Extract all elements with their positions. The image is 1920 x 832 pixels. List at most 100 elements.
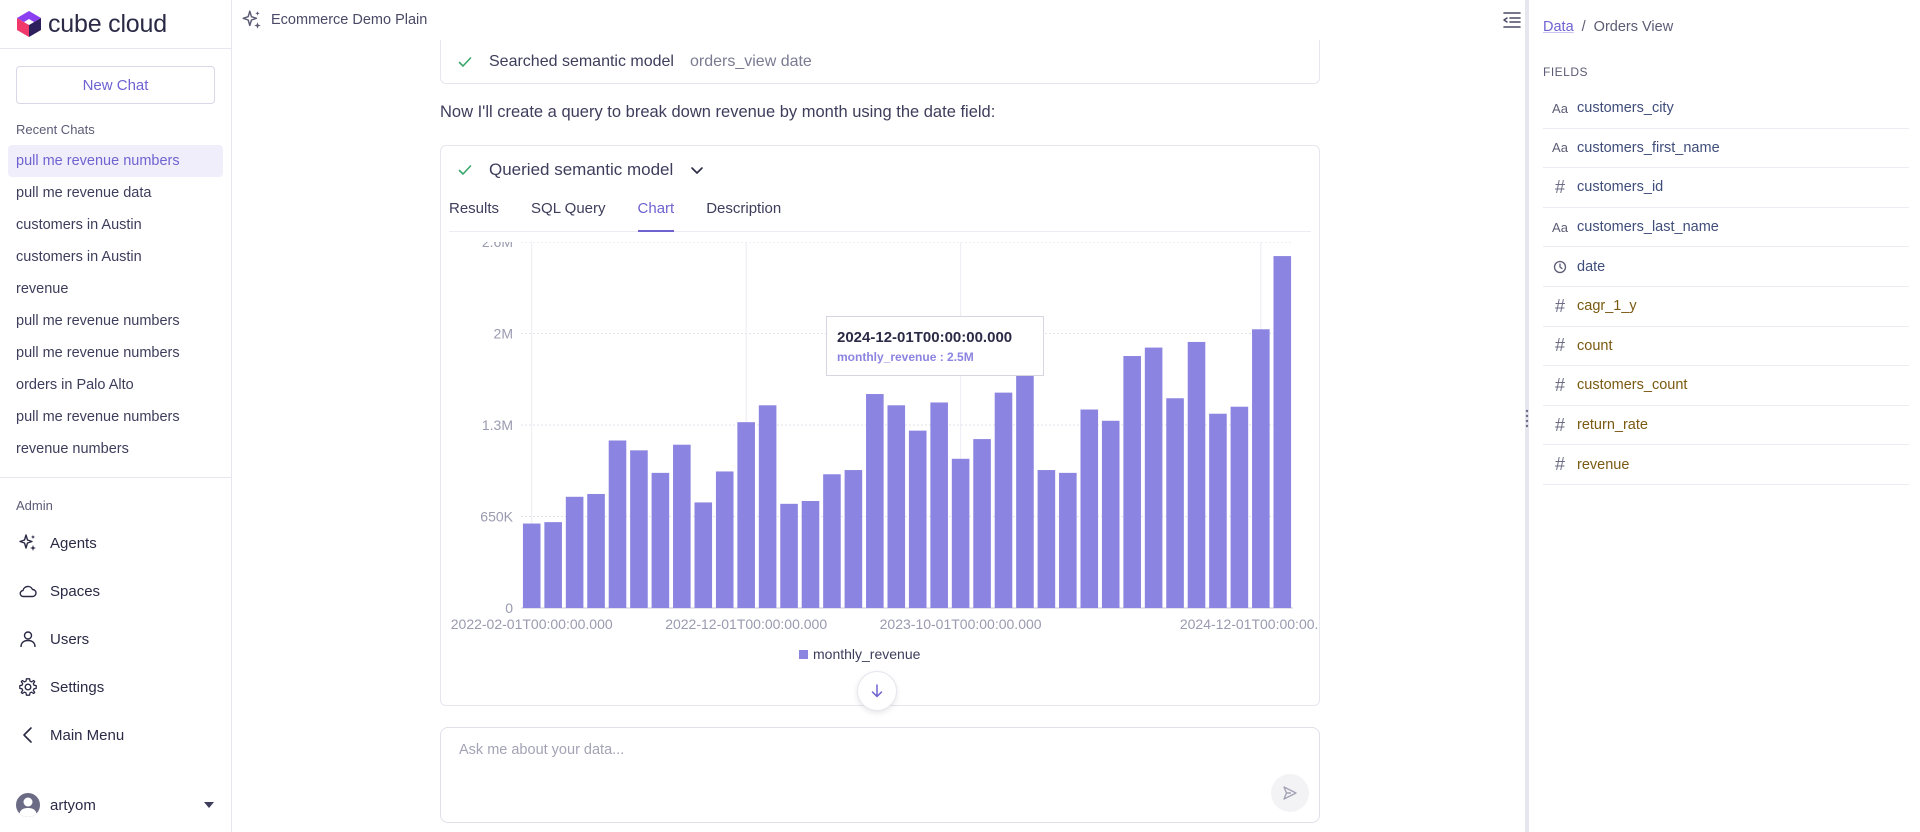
nav-spaces[interactable]: Spaces: [0, 567, 231, 615]
bar-month-26[interactable]: [1059, 472, 1077, 608]
bar-month-32[interactable]: [1187, 341, 1206, 608]
bar-month-22[interactable]: [973, 439, 991, 608]
bar-month-29[interactable]: [1123, 356, 1141, 608]
chevron-down-icon[interactable]: [689, 162, 705, 178]
bar-month-27[interactable]: [1080, 409, 1099, 608]
bar-month-25[interactable]: [1037, 470, 1056, 608]
bar-month-18[interactable]: [887, 405, 906, 608]
recent-chat-item[interactable]: customers in Austin: [16, 217, 142, 233]
recent-chat-item[interactable]: pull me revenue numbers: [16, 345, 180, 361]
breadcrumb-data-link[interactable]: Data: [1543, 19, 1574, 35]
sidebar: cube cloud New Chat Recent Chats pull me…: [0, 0, 232, 832]
bar-month-34[interactable]: [1230, 406, 1249, 608]
bar-month-19[interactable]: [908, 430, 927, 608]
cloud-icon: [19, 585, 37, 598]
bar-month-1[interactable]: [522, 523, 541, 608]
bar-month-17[interactable]: [866, 394, 884, 608]
data-panel: Data / Orders View FIELDS Aa customers_ci…: [1529, 0, 1920, 832]
bar-month-30[interactable]: [1144, 347, 1163, 608]
scroll-down-button[interactable]: [857, 671, 897, 711]
bar-month-21[interactable]: [951, 458, 970, 608]
chat-input-box: [440, 727, 1320, 823]
bar-month-20[interactable]: [930, 402, 948, 608]
field-item-customers-count[interactable]: # customers_count: [1543, 366, 1909, 406]
nav-settings[interactable]: Settings: [0, 663, 231, 711]
collapse-panel-icon[interactable]: [1501, 10, 1523, 30]
tab-sql-query[interactable]: SQL Query: [531, 200, 606, 217]
field-item-customers-city[interactable]: Aa customers_city: [1543, 89, 1909, 129]
bar-month-35[interactable]: [1252, 329, 1270, 608]
user-avatar-icon: [19, 797, 37, 817]
chart-tooltip: 2024-12-01T00:00:00.000 monthly_revenue …: [826, 316, 1044, 376]
search-step-label: Searched semantic model: [489, 52, 674, 70]
bar-month-7[interactable]: [651, 472, 670, 608]
field-name: customers_city: [1577, 100, 1674, 117]
bar-month-36[interactable]: [1273, 256, 1292, 608]
tab-chart[interactable]: Chart: [637, 192, 675, 232]
tab-results[interactable]: Results: [449, 200, 500, 217]
nav-settings-label: Settings: [50, 678, 105, 696]
bar-month-33[interactable]: [1209, 413, 1227, 608]
field-item-return-rate[interactable]: # return_rate: [1543, 406, 1909, 446]
field-item-customers-id[interactable]: # customers_id: [1543, 168, 1909, 208]
send-button[interactable]: [1271, 774, 1309, 812]
bar-month-12[interactable]: [758, 405, 777, 608]
bar-month-3[interactable]: [565, 496, 584, 608]
nav-main-menu[interactable]: Main Menu: [0, 711, 231, 759]
breadcrumb: Data / Orders View: [1543, 19, 1673, 35]
bar-month-31[interactable]: [1166, 398, 1184, 608]
field-item-customers-first-name[interactable]: Aa customers_first_name: [1543, 129, 1909, 169]
bar-month-24[interactable]: [1016, 350, 1034, 608]
recent-chat-item[interactable]: revenue: [16, 281, 69, 297]
new-chat-button[interactable]: New Chat: [16, 66, 215, 104]
recent-chat-item[interactable]: pull me revenue numbers: [16, 409, 180, 425]
tab-description[interactable]: Description: [706, 200, 782, 217]
recent-chat-item[interactable]: revenue numbers: [16, 441, 129, 457]
bar-month-10[interactable]: [715, 471, 734, 608]
brand-logo[interactable]: cube cloud: [0, 0, 231, 48]
field-item-customers-last-name[interactable]: Aa customers_last_name: [1543, 208, 1909, 248]
bar-month-16[interactable]: [844, 470, 863, 608]
user-menu[interactable]: artyom: [0, 788, 232, 822]
user-name: artyom: [50, 796, 96, 814]
number-type-icon: #: [1554, 335, 1565, 356]
send-icon: [1283, 786, 1297, 800]
bar-month-4[interactable]: [587, 493, 605, 608]
recent-chats-list: pull me revenue numbers pull me revenue …: [0, 145, 231, 465]
recent-chat-item[interactable]: pull me revenue numbers: [8, 145, 223, 177]
bar-month-28[interactable]: [1101, 420, 1120, 608]
bar-month-14[interactable]: [801, 501, 820, 608]
topbar: Ecommerce Demo Plain: [233, 0, 1525, 40]
bar-month-6[interactable]: [630, 450, 648, 608]
recent-chat-item[interactable]: pull me revenue data: [16, 185, 152, 201]
drag-grip-icon[interactable]: [1524, 408, 1530, 430]
legend-label: monthly_revenue: [813, 646, 921, 662]
field-item-date[interactable]: date: [1543, 247, 1909, 287]
field-item-count[interactable]: # count: [1543, 327, 1909, 367]
field-name: cagr_1_y: [1577, 298, 1637, 315]
recent-chat-item[interactable]: pull me revenue numbers: [16, 313, 180, 329]
nav-users[interactable]: Users: [0, 615, 231, 663]
bar-month-2[interactable]: [544, 522, 562, 608]
bar-month-11[interactable]: [737, 422, 755, 608]
avatar: [16, 793, 40, 817]
chevron-left-icon: [23, 727, 32, 743]
bar-month-23[interactable]: [994, 392, 1013, 608]
field-name: customers_id: [1577, 179, 1664, 196]
recent-chat-item[interactable]: orders in Palo Alto: [16, 377, 134, 393]
field-item-revenue[interactable]: # revenue: [1543, 445, 1909, 485]
bar-month-9[interactable]: [694, 502, 713, 608]
bar-month-15[interactable]: [823, 474, 841, 608]
chat-input[interactable]: [459, 742, 1219, 782]
nav-agents[interactable]: Agents: [0, 519, 231, 567]
nav-users-label: Users: [50, 630, 90, 648]
field-item-cagr-1-y[interactable]: # cagr_1_y: [1543, 287, 1909, 327]
search-step-card: Searched semantic model orders_view date: [440, 40, 1320, 84]
bar-month-8[interactable]: [673, 444, 691, 608]
arrow-down-icon: [871, 684, 883, 698]
query-result-card: Queried semantic model Results SQL Query…: [440, 145, 1320, 706]
bar-month-13[interactable]: [780, 503, 798, 608]
query-step-header[interactable]: Queried semantic model: [457, 160, 705, 180]
recent-chat-item[interactable]: customers in Austin: [16, 249, 142, 265]
bar-month-5[interactable]: [608, 440, 627, 608]
